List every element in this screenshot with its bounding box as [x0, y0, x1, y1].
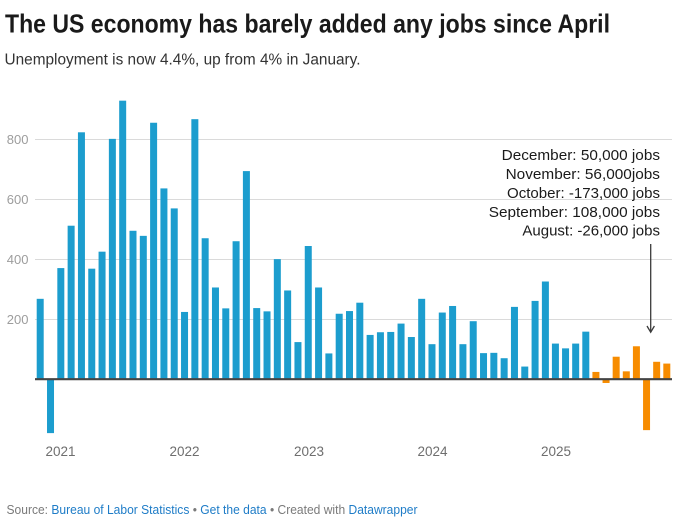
svg-text:2022: 2022 [169, 444, 199, 459]
svg-text:2025: 2025 [541, 444, 571, 459]
svg-text:October: -173,000 jobs: October: -173,000 jobs [507, 185, 660, 202]
svg-text:September: 108,000 jobs: September: 108,000 jobs [489, 204, 660, 221]
svg-text:December: 50,000 jobs: December: 50,000 jobs [502, 147, 660, 164]
svg-text:2021: 2021 [45, 444, 75, 459]
svg-text:400: 400 [7, 252, 29, 267]
svg-text:200: 200 [7, 312, 29, 327]
svg-text:2023: 2023 [294, 444, 324, 459]
svg-text:The US economy has barely adde: The US economy has barely added any jobs… [5, 9, 610, 39]
svg-text:Source: Bureau of Labor Statis: Source: Bureau of Labor Statistics • Get… [7, 503, 418, 517]
svg-text:800: 800 [7, 132, 29, 147]
svg-text:600: 600 [7, 192, 29, 207]
svg-text:2024: 2024 [417, 444, 448, 459]
svg-text:November: 56,000jobs: November: 56,000jobs [506, 166, 660, 183]
svg-text:Unemployment is now 4.4%, up f: Unemployment is now 4.4%, up from 4% in … [5, 52, 361, 69]
svg-text:August: -26,000 jobs: August: -26,000 jobs [522, 223, 660, 240]
